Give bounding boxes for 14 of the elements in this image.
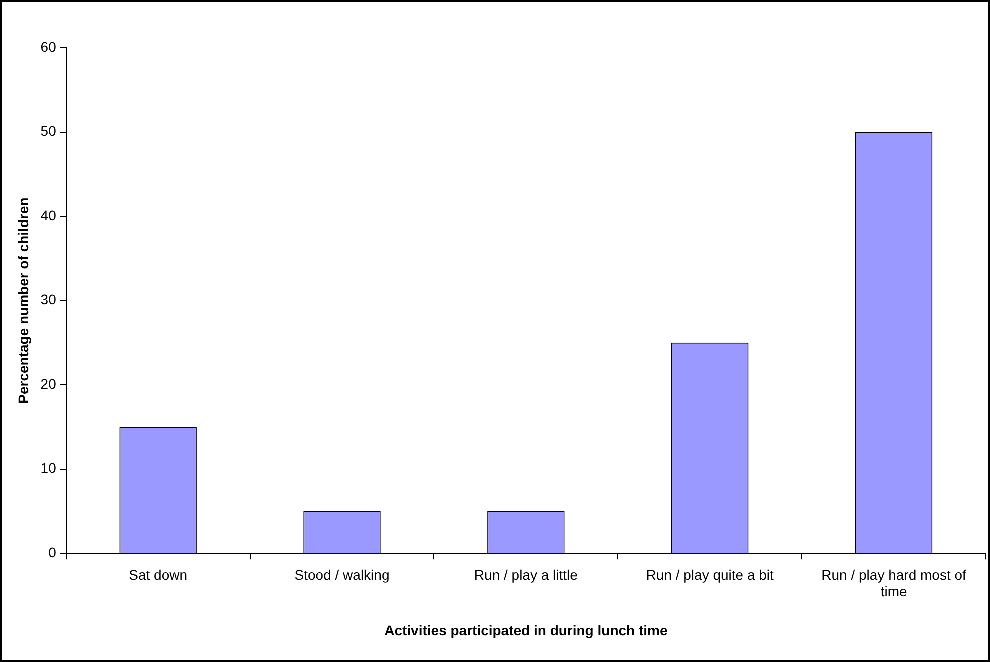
x-axis-title: Activities participated in during lunch time [384,622,668,638]
y-tick-label: 50 [40,123,57,140]
x-tick-label: Run / play a little [474,566,578,583]
y-tick-label: 30 [40,292,57,308]
x-tick-label: Sat down [129,566,188,583]
y-tick-label: 10 [40,460,57,476]
y-axis-title: Percentage number of children [15,198,32,404]
y-tick-label: 0 [48,544,57,560]
y-tick-label: 40 [40,207,57,224]
x-tick-label: Stood / walking [294,566,390,583]
y-tick-label: 60 [40,38,57,55]
x-tick-label: Run / play quite a bit [646,566,774,583]
y-tick-label: 20 [40,376,57,392]
x-tick-label: Run / play hard most of time [822,566,967,600]
